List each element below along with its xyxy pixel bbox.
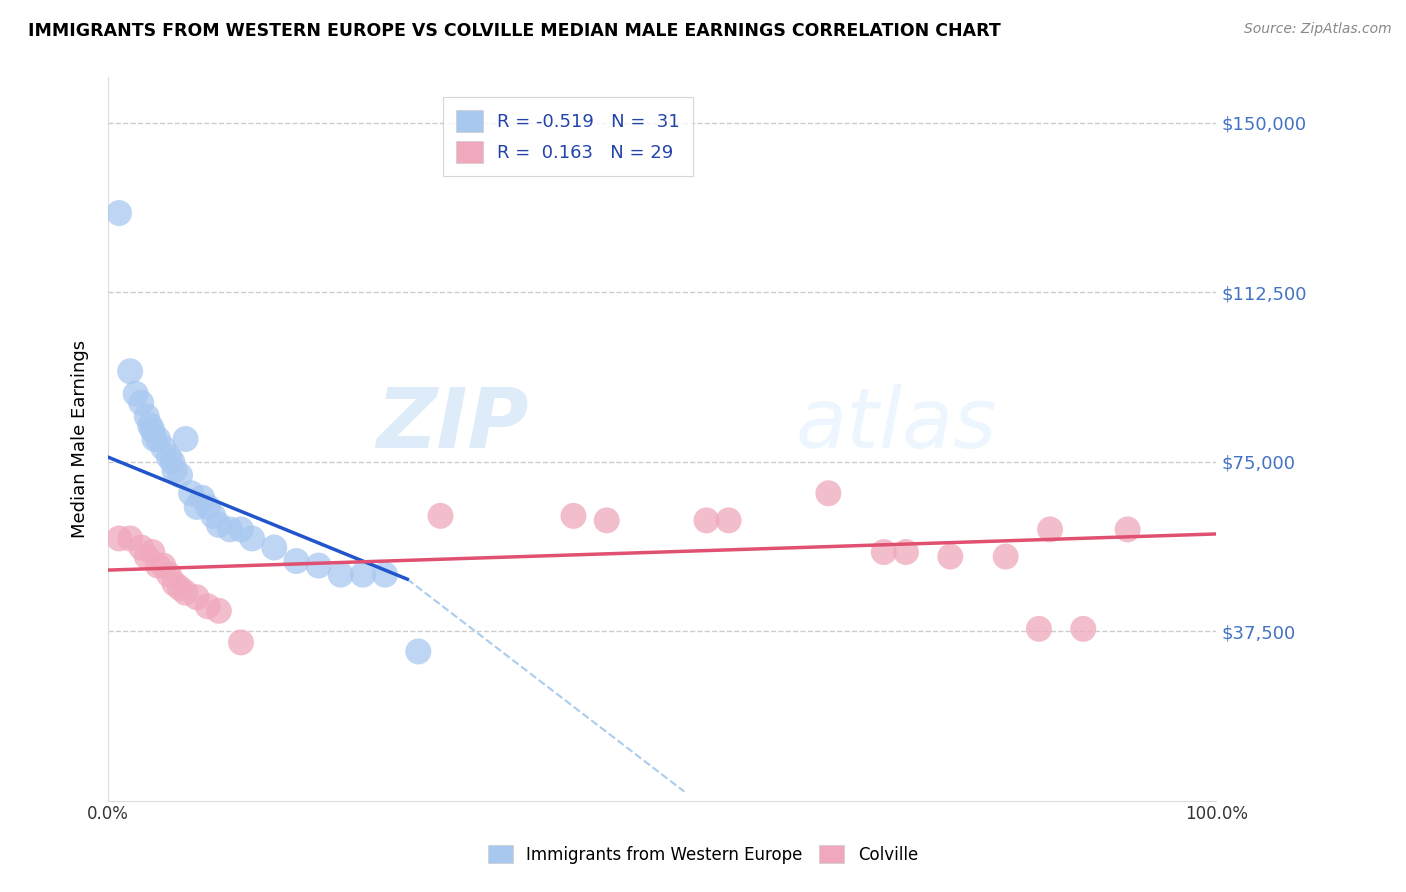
Point [695, 513, 717, 527]
Point [157, 567, 180, 582]
Point [180, 486, 202, 500]
Point [108, 206, 131, 220]
Point [717, 513, 740, 527]
Point [219, 523, 242, 537]
Point [163, 576, 186, 591]
Text: ZIP: ZIP [377, 384, 529, 465]
Text: IMMIGRANTS FROM WESTERN EUROPE VS COLVILLE MEDIAN MALE EARNINGS CORRELATION CHAR: IMMIGRANTS FROM WESTERN EUROPE VS COLVIL… [28, 22, 1001, 40]
Point [162, 455, 184, 469]
Point [894, 545, 917, 559]
Point [135, 409, 157, 424]
Point [562, 508, 585, 523]
Point [202, 508, 225, 523]
Point [157, 450, 180, 464]
Point [141, 545, 163, 559]
Point [994, 549, 1017, 564]
Point [152, 558, 174, 573]
Point [174, 432, 197, 446]
Point [229, 523, 252, 537]
Point [285, 554, 308, 568]
Point [939, 549, 962, 564]
Point [186, 500, 208, 514]
Point [139, 418, 162, 433]
Point [135, 549, 157, 564]
Point [1028, 622, 1050, 636]
Point [374, 567, 396, 582]
Point [169, 468, 191, 483]
Text: Source: ZipAtlas.com: Source: ZipAtlas.com [1244, 22, 1392, 37]
Point [191, 491, 214, 505]
Point [1039, 523, 1062, 537]
Point [1116, 523, 1139, 537]
Point [873, 545, 896, 559]
Point [146, 558, 169, 573]
Point [120, 364, 142, 378]
Point [108, 532, 131, 546]
Point [141, 423, 163, 437]
Point [329, 567, 352, 582]
Point [152, 441, 174, 455]
Point [186, 591, 208, 605]
Y-axis label: Median Male Earnings: Median Male Earnings [72, 340, 89, 538]
Point [197, 599, 219, 614]
Point [129, 396, 152, 410]
Point [163, 464, 186, 478]
Point [129, 541, 152, 555]
Point [263, 541, 285, 555]
Point [208, 604, 231, 618]
Point [408, 644, 430, 658]
Point [817, 486, 839, 500]
Point [308, 558, 330, 573]
Point [146, 432, 169, 446]
Point [596, 513, 619, 527]
Point [208, 517, 231, 532]
Point [174, 585, 197, 599]
Legend: R = -0.519   N =  31, R =  0.163   N = 29: R = -0.519 N = 31, R = 0.163 N = 29 [443, 97, 693, 176]
Point [429, 508, 451, 523]
Point [197, 500, 219, 514]
Point [352, 567, 374, 582]
Legend: Immigrants from Western Europe, Colville: Immigrants from Western Europe, Colville [481, 838, 925, 871]
Point [125, 387, 148, 401]
Point [229, 635, 252, 649]
Point [1071, 622, 1094, 636]
Point [169, 581, 191, 595]
Point [143, 432, 166, 446]
Point [240, 532, 263, 546]
Point [120, 532, 142, 546]
Text: atlas: atlas [796, 384, 997, 465]
